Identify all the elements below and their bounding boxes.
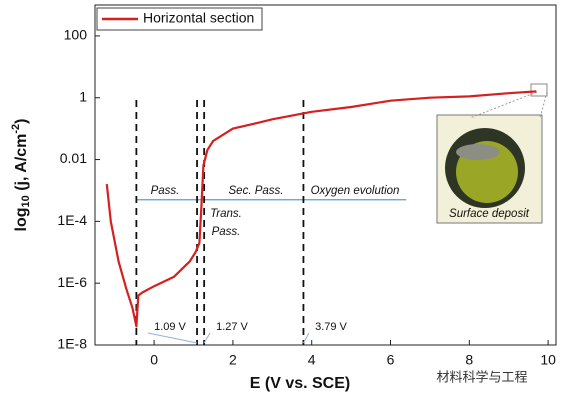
x-tick-label: 10 <box>540 352 556 368</box>
data-line <box>105 90 537 328</box>
x-tick-label: 0 <box>150 352 158 368</box>
annotation: Trans. <box>210 208 242 220</box>
legend-label: Horizontal section <box>143 10 254 26</box>
y-tick-label: 0.01 <box>60 150 87 166</box>
legend-box <box>96 7 263 31</box>
y-tick-label: 1E-4 <box>57 212 87 228</box>
x-tick-label: 4 <box>308 352 316 368</box>
vline-label: 1.09 V <box>154 321 186 333</box>
y-tick-label: 1E-8 <box>57 336 87 352</box>
vline-label: 3.79 V <box>315 321 347 333</box>
x-tick-label: 2 <box>229 352 237 368</box>
y-label-part: log <box>13 208 30 232</box>
plot-frame <box>94 4 557 346</box>
vline-label: 1.27 V <box>216 321 248 333</box>
label-pointer <box>203 332 211 344</box>
annotation: Oxygen evolution <box>311 185 400 197</box>
y-label-part: ) <box>13 119 30 124</box>
y-axis-label: log10 (j, A/cm-2) <box>10 119 32 232</box>
x-axis-label: E (V vs. SCE) <box>250 375 350 392</box>
annotation: Sec. Pass. <box>229 185 284 197</box>
inset-caption: Surface deposit <box>449 208 530 220</box>
y-label-sup: -2 <box>10 124 22 134</box>
annotation: Pass. <box>212 226 241 238</box>
label-pointer <box>302 332 310 344</box>
y-label-sub: 10 <box>20 195 32 207</box>
label-pointer <box>147 332 198 344</box>
y-tick-label: 100 <box>64 27 88 43</box>
inset-marker <box>530 83 548 97</box>
x-tick-label: 8 <box>465 352 473 368</box>
inset-photo: Surface deposit <box>436 83 548 224</box>
annotation: Pass. <box>151 185 180 197</box>
watermark: 材料科学与工程 <box>436 369 527 384</box>
y-label-part: (j, A/cm <box>13 134 30 196</box>
y-tick-label: 1E-6 <box>57 274 87 290</box>
inset-flake <box>456 144 500 160</box>
x-tick-label: 6 <box>387 352 395 368</box>
y-tick-label: 1 <box>79 88 87 104</box>
